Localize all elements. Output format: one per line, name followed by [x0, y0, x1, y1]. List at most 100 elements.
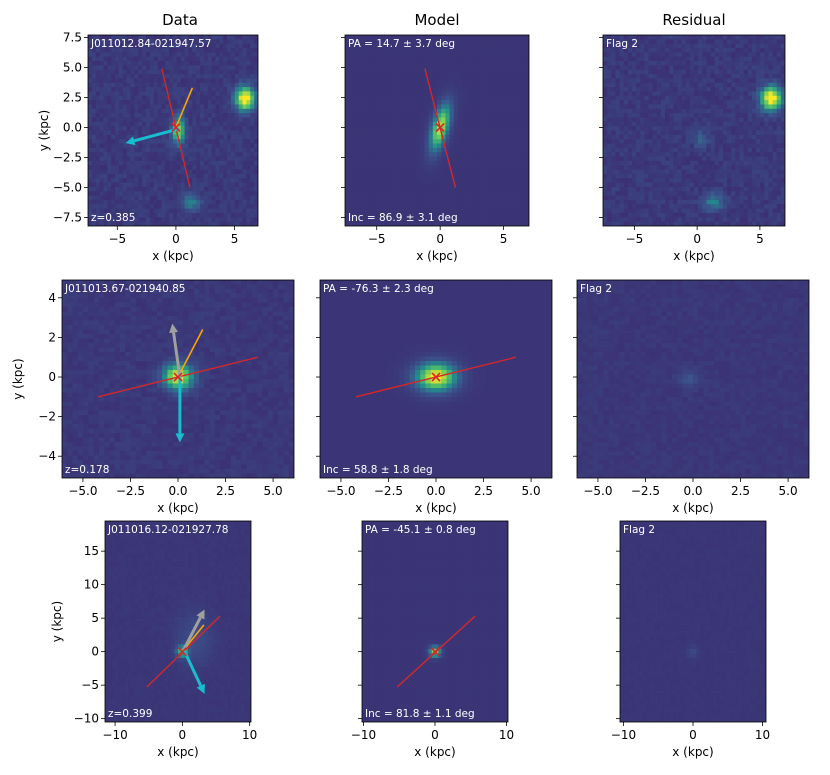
- heatmap-image: [362, 521, 508, 722]
- x-tick-label: 0: [436, 232, 444, 246]
- y-tick-label: −5.0: [53, 181, 82, 195]
- x-axis-label: x (kpc): [415, 501, 456, 515]
- x-tick-label: 0: [431, 728, 439, 742]
- panel-annotation-bottom: Inc = 58.8 ± 1.8 deg: [323, 464, 433, 476]
- x-tick-label: 5: [500, 232, 508, 246]
- x-tick-label: −5.0: [326, 484, 355, 498]
- panel-annotation-top: PA = -45.1 ± 0.8 deg: [365, 524, 476, 536]
- x-axis-label: x (kpc): [152, 249, 193, 263]
- gray-arrow: [182, 609, 205, 651]
- x-tick-label: 5.0: [522, 484, 541, 498]
- x-axis-label: x (kpc): [416, 249, 457, 263]
- y-tick-label: 4: [48, 291, 56, 305]
- cyan-arrow: [175, 377, 185, 443]
- x-axis-label: x (kpc): [673, 249, 714, 263]
- panel-annotation-top: J011016.12-021927.78: [107, 524, 228, 536]
- panel-annotation-top: Flag 2: [580, 283, 612, 295]
- x-tick-label: 5: [231, 232, 239, 246]
- x-axis-label: x (kpc): [672, 501, 713, 515]
- panel-annotation-top: Flag 2: [606, 38, 638, 50]
- x-axis-label: x (kpc): [157, 745, 198, 759]
- x-tick-label: −5.0: [68, 484, 97, 498]
- x-tick-label: 0.0: [426, 484, 445, 498]
- heatmap-image: [603, 35, 785, 226]
- panel-annotation-top: PA = -76.3 ± 2.3 deg: [323, 283, 434, 295]
- x-tick-label: 0: [179, 728, 187, 742]
- panel-6: J011016.12-021927.78 z=0.399 −10 0 10 15 10 5 0 −…: [50, 520, 257, 759]
- heatmap-image: [577, 280, 809, 478]
- center-cross-marker: [171, 122, 181, 133]
- panel-8: Flag 2 −10 0 10 x (kpc): [611, 520, 770, 759]
- y-tick-label: 5.0: [63, 60, 82, 74]
- x-tick-label: −2.5: [631, 484, 660, 498]
- y-axis-label: y (kpc): [37, 110, 51, 151]
- x-tick-label: 0.0: [683, 484, 702, 498]
- panel-5: Flag 2 −5.0 −2.5 0.0 2.5 5.0 x (kpc): [573, 279, 810, 515]
- panel-annotation-top: Flag 2: [623, 524, 655, 536]
- panel-0: J011012.84-021947.57 z=0.385 −5 0 5 7.5 5.0 2.5…: [37, 30, 259, 263]
- panel-4: PA = -76.3 ± 2.3 deg Inc = 58.8 ± 1.8 deg…: [316, 279, 553, 515]
- panel-annotation-bottom: Inc = 81.8 ± 1.1 deg: [365, 708, 475, 720]
- heatmap-image: [345, 35, 529, 226]
- y-tick-label: 2: [48, 330, 56, 344]
- heatmap-image: [105, 521, 251, 722]
- center-cross-marker: [177, 647, 187, 657]
- x-tick-label: 0.0: [168, 484, 187, 498]
- y-tick-label: 15: [84, 544, 99, 558]
- axes-frame: [344, 34, 530, 227]
- panel-7: PA = -45.1 ± 0.8 deg Inc = 81.8 ± 1.1 deg…: [351, 520, 514, 759]
- axes-frame: [602, 34, 786, 227]
- column-title-residual: Residual: [662, 11, 725, 29]
- x-tick-label: 5: [756, 232, 764, 246]
- cyan-arrow: [182, 649, 205, 694]
- panel-1: PA = 14.7 ± 3.7 deg Inc = 86.9 ± 3.1 deg −…: [341, 34, 530, 263]
- heatmap-image: [62, 280, 294, 478]
- x-tick-label: 2.5: [216, 484, 235, 498]
- center-cross-marker: [431, 372, 441, 382]
- y-tick-label: 0.0: [63, 120, 82, 134]
- x-tick-label: −10: [102, 728, 127, 742]
- center-cross-marker: [430, 647, 440, 657]
- axes-frame: [104, 520, 252, 723]
- center-cross-marker: [173, 372, 183, 382]
- x-tick-label: 2.5: [731, 484, 750, 498]
- x-axis-label: x (kpc): [157, 501, 198, 515]
- x-tick-label: −10: [351, 728, 376, 742]
- x-tick-label: −5: [108, 232, 126, 246]
- y-tick-label: 0: [91, 645, 99, 659]
- y-tick-label: 7.5: [63, 30, 82, 44]
- x-tick-label: 0: [172, 232, 180, 246]
- orange-vector-line: [175, 87, 194, 128]
- x-tick-label: −2.5: [374, 484, 403, 498]
- heatmap-image: [320, 280, 552, 478]
- x-tick-label: 10: [755, 728, 770, 742]
- y-tick-label: −7.5: [53, 211, 82, 225]
- x-axis-label: x (kpc): [672, 745, 713, 759]
- y-tick-label: 0: [48, 370, 56, 384]
- x-tick-label: 10: [242, 728, 257, 742]
- y-tick-label: −4: [38, 449, 56, 463]
- gray-arrow: [169, 323, 182, 378]
- x-tick-label: 5.0: [779, 484, 798, 498]
- y-tick-label: 5: [91, 611, 99, 625]
- x-tick-label: −5: [368, 232, 386, 246]
- panel-annotation-bottom: z=0.399: [108, 708, 152, 720]
- axes-frame: [87, 34, 259, 227]
- orange-vector-line: [177, 329, 204, 378]
- x-tick-label: −5.0: [583, 484, 612, 498]
- x-tick-label: 0: [689, 728, 697, 742]
- x-tick-label: 0: [693, 232, 701, 246]
- x-tick-label: 10: [499, 728, 514, 742]
- column-title-data: Data: [162, 11, 198, 29]
- panel-2: Flag 2 −5 0 5 x (kpc): [599, 34, 786, 263]
- y-tick-label: −2: [38, 410, 56, 424]
- heatmap-image: [88, 35, 258, 226]
- panel-annotation-top: PA = 14.7 ± 3.7 deg: [348, 38, 455, 50]
- panel-grid: J011012.84-021947.57 z=0.385 −5 0 5 7.5 5.0 2.5…: [11, 30, 810, 759]
- y-tick-label: −10: [74, 712, 99, 726]
- panel-annotation-top: J011012.84-021947.57: [90, 38, 211, 50]
- y-tick-label: 2.5: [63, 90, 82, 104]
- panel-annotation-top: J011013.67-021940.85: [64, 283, 185, 295]
- heatmap-image: [620, 521, 766, 722]
